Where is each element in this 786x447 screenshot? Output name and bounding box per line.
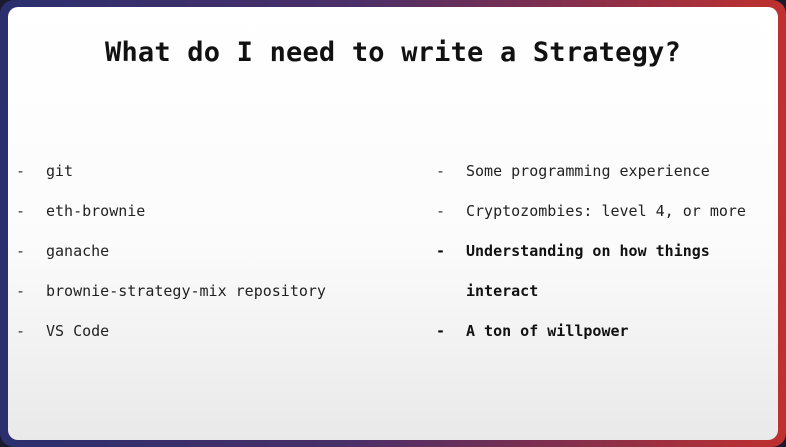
slide: What do I need to write a Strategy? - gi… [8, 7, 778, 440]
list-item-text: VS Code [46, 322, 110, 340]
list-item: - A ton of willpower [436, 311, 778, 351]
bullet-dash: - [16, 322, 26, 340]
list-item-text: Understanding on how things interact [466, 242, 710, 300]
bullet-dash: - [436, 322, 446, 340]
list-item-text: brownie-strategy-mix repository [46, 282, 326, 300]
slide-title: What do I need to write a Strategy? [105, 37, 681, 68]
list-item: - Cryptozombies: level 4, or more [436, 191, 778, 231]
list-item-text: A ton of willpower [466, 322, 629, 340]
list-item-text: eth-brownie [46, 202, 146, 220]
bullet-dash: - [16, 202, 26, 220]
bullet-dash: - [436, 202, 446, 220]
list-item: - brownie-strategy-mix repository [16, 271, 396, 311]
list-item: - eth-brownie [16, 191, 396, 231]
right-list: - Some programming experience - Cryptozo… [436, 151, 778, 351]
bullet-dash: - [16, 162, 26, 180]
left-list: - git - eth-brownie - ganache - brownie-… [16, 151, 396, 351]
list-item-text: ganache [46, 242, 110, 260]
list-item-text: Cryptozombies: level 4, or more [466, 202, 746, 220]
list-item-text: git [46, 162, 74, 180]
list-item: - VS Code [16, 311, 396, 351]
list-item: - Understanding on how things interact [436, 231, 778, 311]
bullet-dash: - [16, 282, 26, 300]
list-item-text: Some programming experience [466, 162, 710, 180]
list-item: - ganache [16, 231, 396, 271]
list-item: - Some programming experience [436, 151, 778, 191]
list-item: - git [16, 151, 396, 191]
bullet-dash: - [16, 242, 26, 260]
bullet-dash: - [436, 162, 446, 180]
bullet-dash: - [436, 242, 446, 260]
